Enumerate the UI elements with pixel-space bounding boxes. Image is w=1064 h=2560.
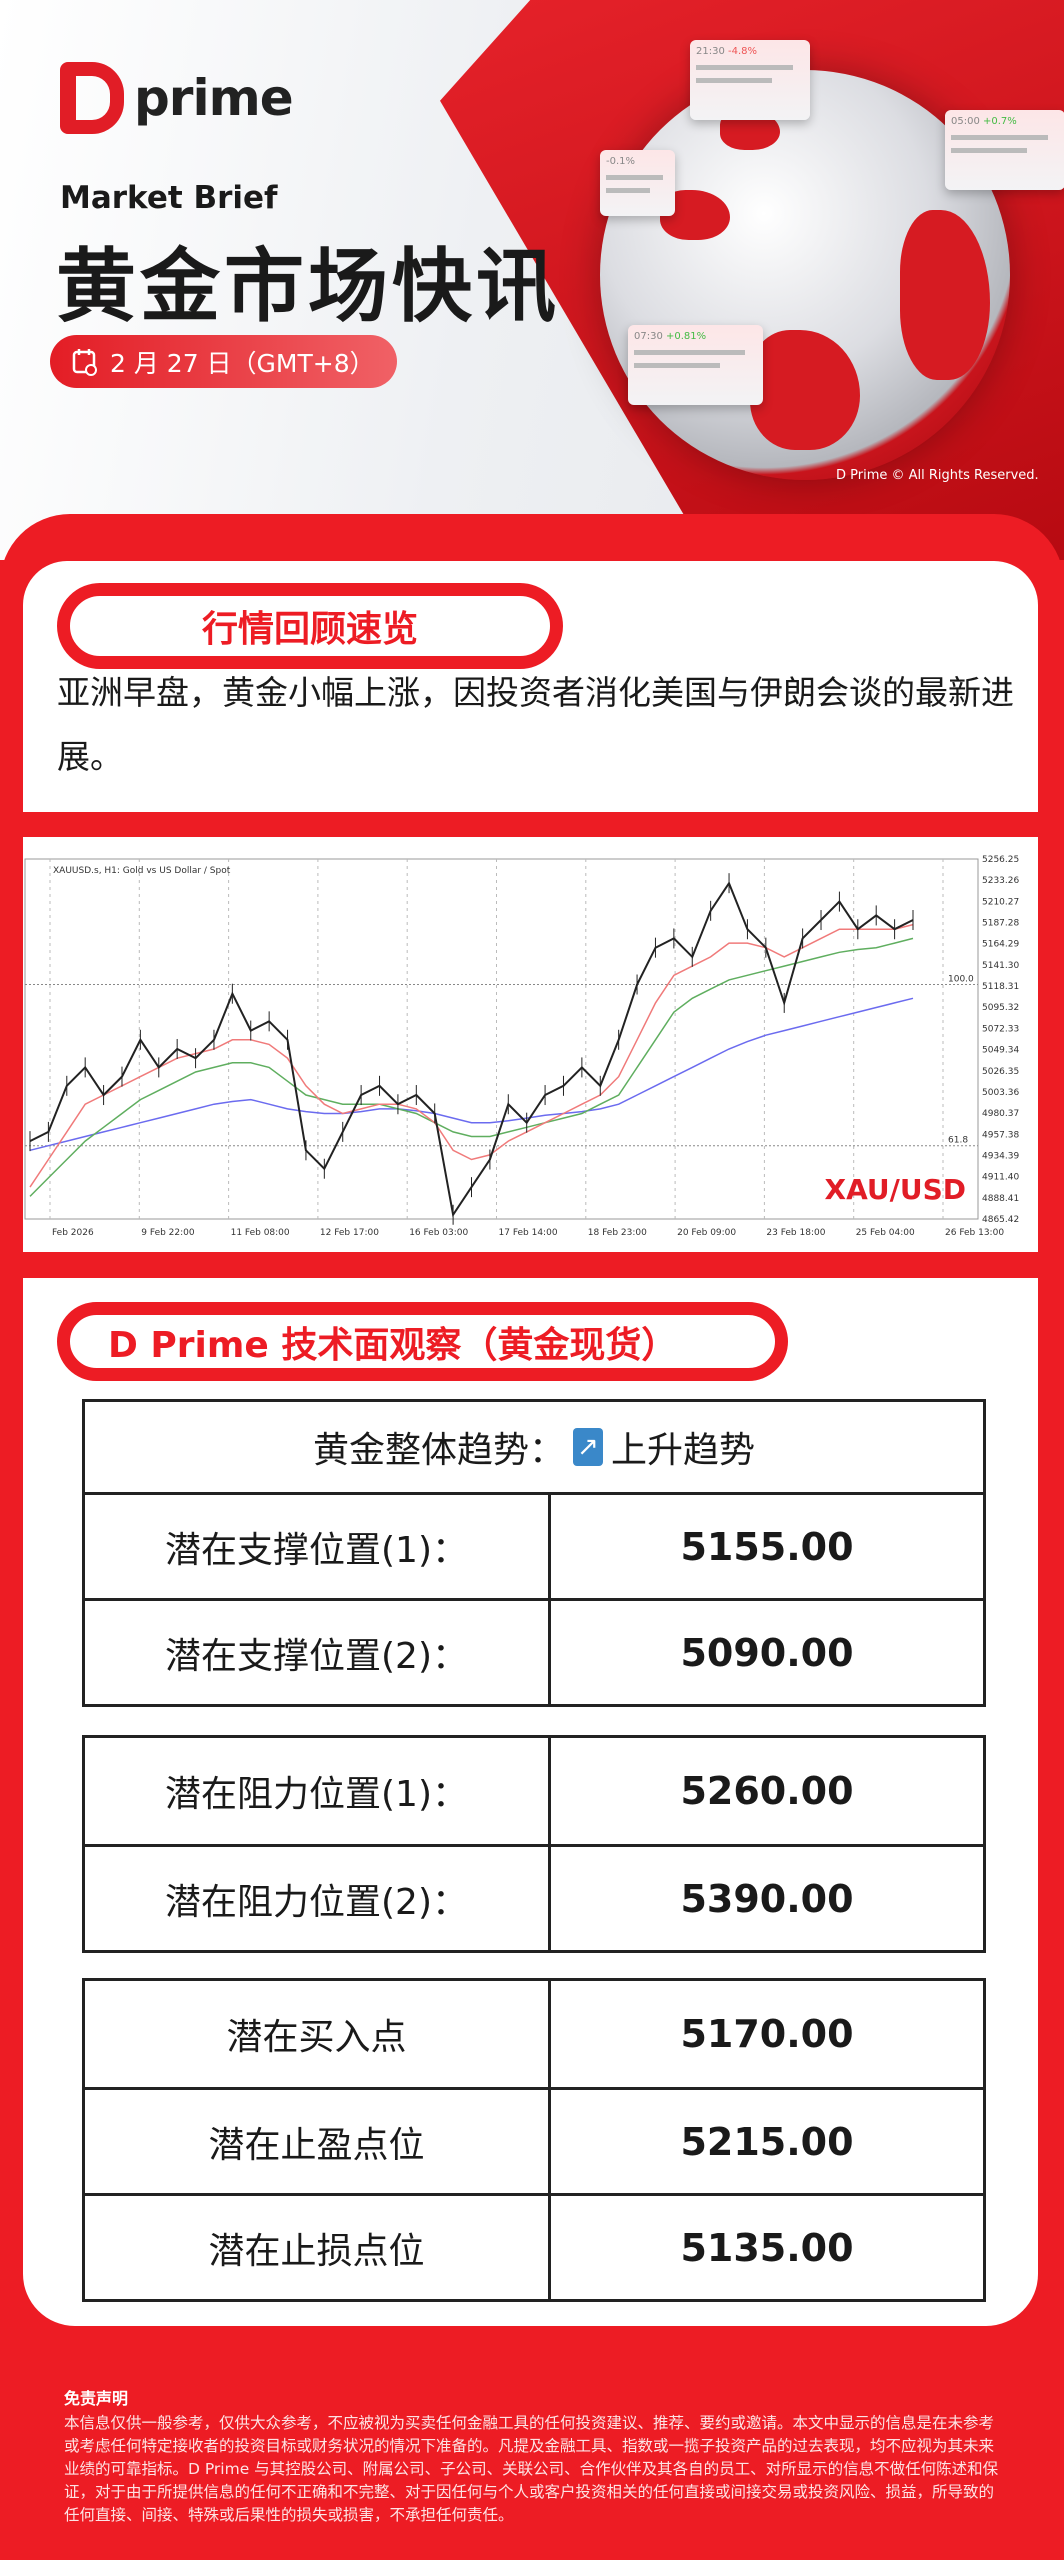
x-tick-label: 26 Feb 13:00 <box>945 1228 1004 1238</box>
x-tick-label: 11 Feb 08:00 <box>231 1228 290 1238</box>
x-tick-label: 12 Feb 17:00 <box>320 1228 379 1238</box>
fib-label: 100.0 <box>948 975 974 985</box>
price-chart: Feb 2026 9 Feb 22:00 11 Feb 08:00 12 Feb 17… <box>23 837 1038 1252</box>
y-tick-label: 5072.33 <box>982 1024 1019 1034</box>
y-tick-label: 5187.28 <box>982 919 1019 929</box>
table-row: 潜在止盈点位 5215.00 <box>85 2087 983 2193</box>
resistance-label: 潜在阻力位置(1)： <box>85 1738 551 1844</box>
trade-value: 5215.00 <box>680 2119 854 2164</box>
chart-watermark: XAU/USD <box>824 1173 966 1206</box>
y-tick-label: 5049.34 <box>982 1046 1019 1056</box>
y-tick-label: 4865.42 <box>982 1215 1019 1225</box>
y-tick-label: 5256.25 <box>982 855 1019 865</box>
fib-label: 61.8 <box>948 1136 968 1146</box>
x-tick-label: 25 Feb 04:00 <box>856 1228 915 1238</box>
y-tick-label: 4911.40 <box>982 1173 1019 1183</box>
support-label: 潜在支撑位置(1)： <box>85 1495 551 1598</box>
resistance-label: 潜在阻力位置(2)： <box>85 1847 551 1950</box>
y-tick-label: 5210.27 <box>982 897 1019 907</box>
trade-label: 潜在止盈点位 <box>85 2090 551 2193</box>
x-tick-label: Feb 2026 <box>52 1228 94 1238</box>
kicker: Market Brief <box>60 180 278 216</box>
trade-label: 潜在止损点位 <box>85 2196 551 2299</box>
y-tick-label: 5026.35 <box>982 1067 1019 1077</box>
trade-label: 潜在买入点 <box>85 1981 551 2087</box>
support-label: 潜在支撑位置(2)： <box>85 1601 551 1704</box>
moving-average-line <box>29 937 914 1197</box>
plot-area <box>24 858 979 1220</box>
arrow-up-right-icon: ↗ <box>573 1428 603 1466</box>
review-text: 亚洲早盘，黄金小幅上涨，因投资者消化美国与伊朗会谈的最新进展。 <box>57 673 1014 776</box>
table-row: 潜在支撑位置(1)： 5155.00 <box>85 1492 983 1598</box>
table-row: 潜在阻力位置(1)： 5260.00 <box>85 1738 983 1844</box>
globe-illustration <box>600 70 1010 480</box>
y-tick-label: 4888.41 <box>982 1194 1019 1204</box>
logo-d-mark <box>60 62 124 134</box>
trade-value: 5170.00 <box>680 2012 854 2056</box>
trend-row: 黄金整体趋势： ↗ 上升趋势 <box>85 1402 983 1492</box>
trend-label: 黄金整体趋势： <box>312 1430 565 1471</box>
trade-levels-table: 潜在买入点 5170.00 潜在止盈点位 5215.00 潜在止损点位 5135.00 <box>82 1978 986 2302</box>
calendar-icon <box>72 348 97 376</box>
support-value: 5155.00 <box>680 1524 854 1569</box>
x-tick-label: 18 Feb 23:00 <box>588 1228 647 1238</box>
hero-banner: 21:30 -4.8% 05:00 +0.7% -0.1% 07:30 +0.8… <box>0 0 1064 560</box>
resistance-value: 5260.00 <box>680 1769 854 1813</box>
table-row: 潜在买入点 5170.00 <box>85 1981 983 2087</box>
y-tick-label: 5233.26 <box>982 876 1019 886</box>
flag-card-brazil: 07:30 +0.81% <box>628 325 763 405</box>
y-tick-label: 5118.31 <box>982 982 1019 992</box>
table-row: 潜在阻力位置(2)： 5390.00 <box>85 1844 983 1950</box>
date-badge: 2 月 27 日（GMT+8） <box>50 335 397 388</box>
moving-average-line <box>29 997 914 1152</box>
dprime-logo: prime <box>60 62 294 134</box>
logo-text: prime <box>134 69 294 127</box>
flag-card-italy: 05:00 +0.7% <box>945 110 1064 190</box>
flag-card-uk: 21:30 -4.8% <box>690 40 810 120</box>
trade-value: 5135.00 <box>680 2225 854 2270</box>
review-heading: 行情回顾速览 <box>57 583 563 669</box>
disclaimer-title: 免责声明 <box>64 2389 129 2408</box>
x-tick-label: 20 Feb 09:00 <box>677 1228 736 1238</box>
y-tick-label: 4980.37 <box>982 1109 1019 1119</box>
disclaimer-text: 本信息仅供一般参考，仅供大众参考，不应被视为买卖任何金融工具的任何投资建议、推荐… <box>64 2414 999 2524</box>
technical-heading: D Prime 技术面观察（黄金现货） <box>57 1302 788 1381</box>
trend-value: 上升趋势 <box>611 1430 756 1471</box>
table-row: 潜在支撑位置(2)： 5090.00 <box>85 1598 983 1704</box>
y-tick-label: 4934.39 <box>982 1151 1019 1161</box>
x-tick-label: 9 Feb 22:00 <box>141 1228 195 1238</box>
y-tick-label: 4957.38 <box>982 1130 1019 1140</box>
copyright: D Prime © All Rights Reserved. <box>836 468 1039 483</box>
y-tick-label: 5164.29 <box>982 940 1019 950</box>
resistance-table: 潜在阻力位置(1)： 5260.00 潜在阻力位置(2)： 5390.00 <box>82 1735 986 1953</box>
y-tick-label: 5095.32 <box>982 1003 1019 1013</box>
date-text: 2 月 27 日（GMT+8） <box>110 348 375 378</box>
y-tick-label: 5141.30 <box>982 961 1019 971</box>
trend-support-table: 黄金整体趋势： ↗ 上升趋势 潜在支撑位置(1)： 5155.00 潜在支撑位置(… <box>82 1399 986 1707</box>
support-value: 5090.00 <box>680 1630 854 1675</box>
table-row: 潜在止损点位 5135.00 <box>85 2193 983 2299</box>
page-title: 黄金市场快讯 <box>56 240 560 333</box>
chart-svg: Feb 2026 9 Feb 22:00 11 Feb 08:00 12 Feb 17… <box>24 855 1019 1238</box>
flag-card-us: -0.1% <box>600 150 675 216</box>
x-tick-label: 23 Feb 18:00 <box>766 1228 825 1238</box>
x-tick-label: 17 Feb 14:00 <box>499 1228 558 1238</box>
chart-header: XAUUSD.s, H1: Gold vs US Dollar / Spot <box>53 866 231 876</box>
resistance-value: 5390.00 <box>680 1876 854 1921</box>
x-tick-label: 16 Feb 03:00 <box>409 1228 468 1238</box>
y-tick-label: 5003.36 <box>982 1088 1019 1098</box>
